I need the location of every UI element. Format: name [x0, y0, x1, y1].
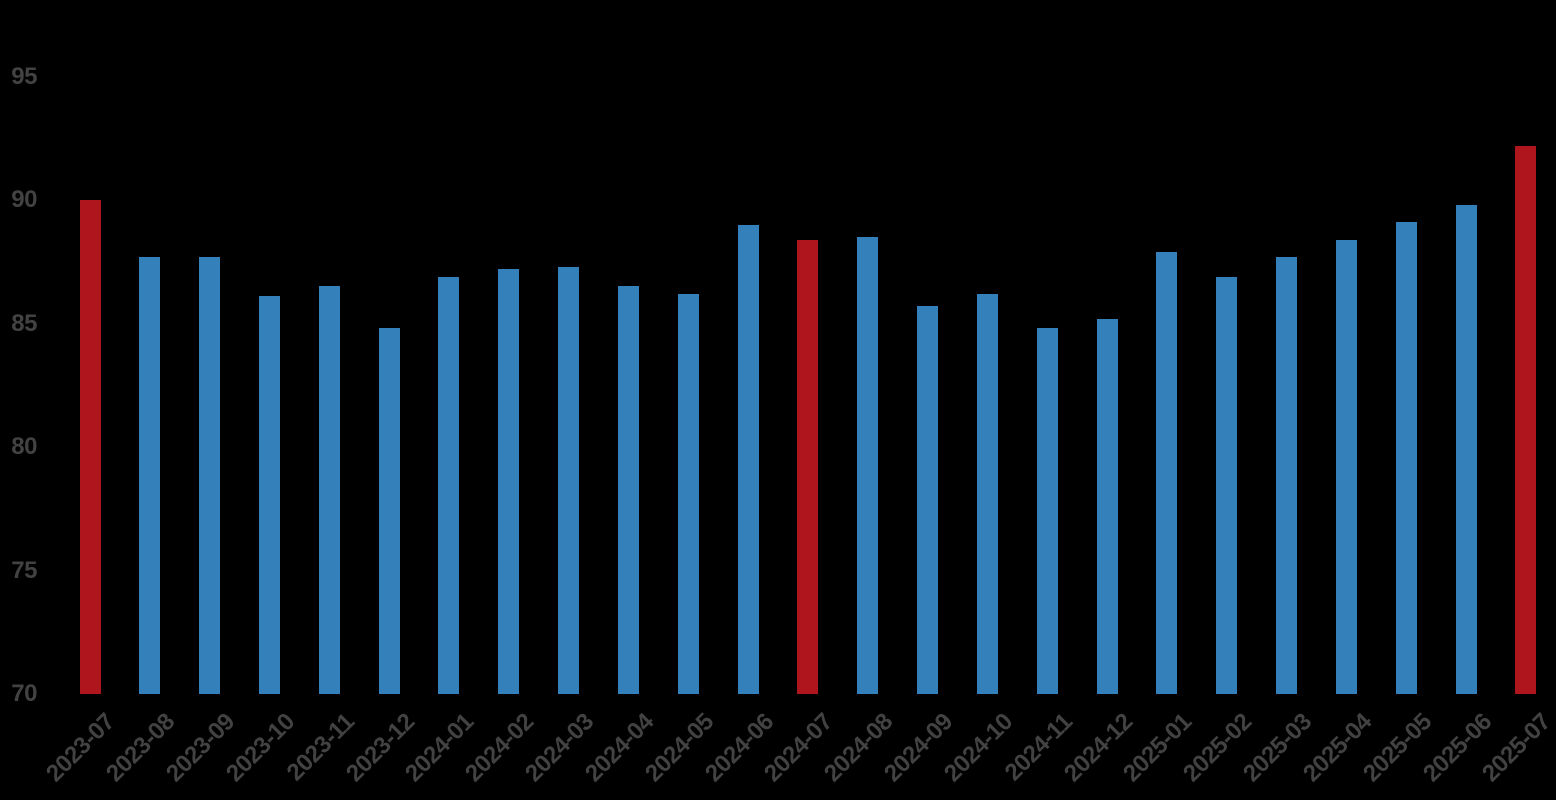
bar-2024-06: [737, 224, 759, 694]
y-tick-label: 95: [11, 62, 37, 90]
bar-2025-01: [1156, 251, 1178, 694]
bar-2024-05: [677, 293, 699, 694]
bar-2024-10: [976, 293, 998, 694]
bar-2024-04: [617, 286, 639, 694]
bar-2025-06: [1455, 204, 1477, 694]
bar-2024-01: [438, 276, 460, 694]
y-tick-label: 85: [11, 309, 37, 337]
bar-2023-12: [378, 328, 400, 694]
bar-2023-09: [199, 256, 221, 694]
bar-2023-10: [258, 296, 280, 694]
bar-2023-07: [79, 200, 101, 694]
bar-2025-05: [1395, 222, 1417, 694]
bar-2024-12: [1096, 318, 1118, 694]
bar-2025-04: [1335, 239, 1357, 694]
y-tick-label: 80: [11, 433, 37, 460]
bar-2024-11: [1036, 328, 1058, 694]
bar-2025-03: [1276, 256, 1298, 694]
bar-2025-07: [1515, 145, 1537, 694]
y-tick-label: 75: [11, 556, 37, 584]
y-tick-label: 70: [11, 680, 37, 707]
bar-2024-03: [558, 266, 580, 694]
bar-2024-02: [498, 269, 520, 694]
y-tick-label: 90: [11, 186, 37, 213]
bar-2023-11: [318, 286, 340, 694]
bar-2023-08: [139, 256, 161, 694]
bar-2024-08: [857, 237, 879, 694]
bar-2025-02: [1216, 276, 1238, 694]
bar-2024-07: [797, 239, 819, 694]
bar-2024-09: [917, 306, 939, 694]
